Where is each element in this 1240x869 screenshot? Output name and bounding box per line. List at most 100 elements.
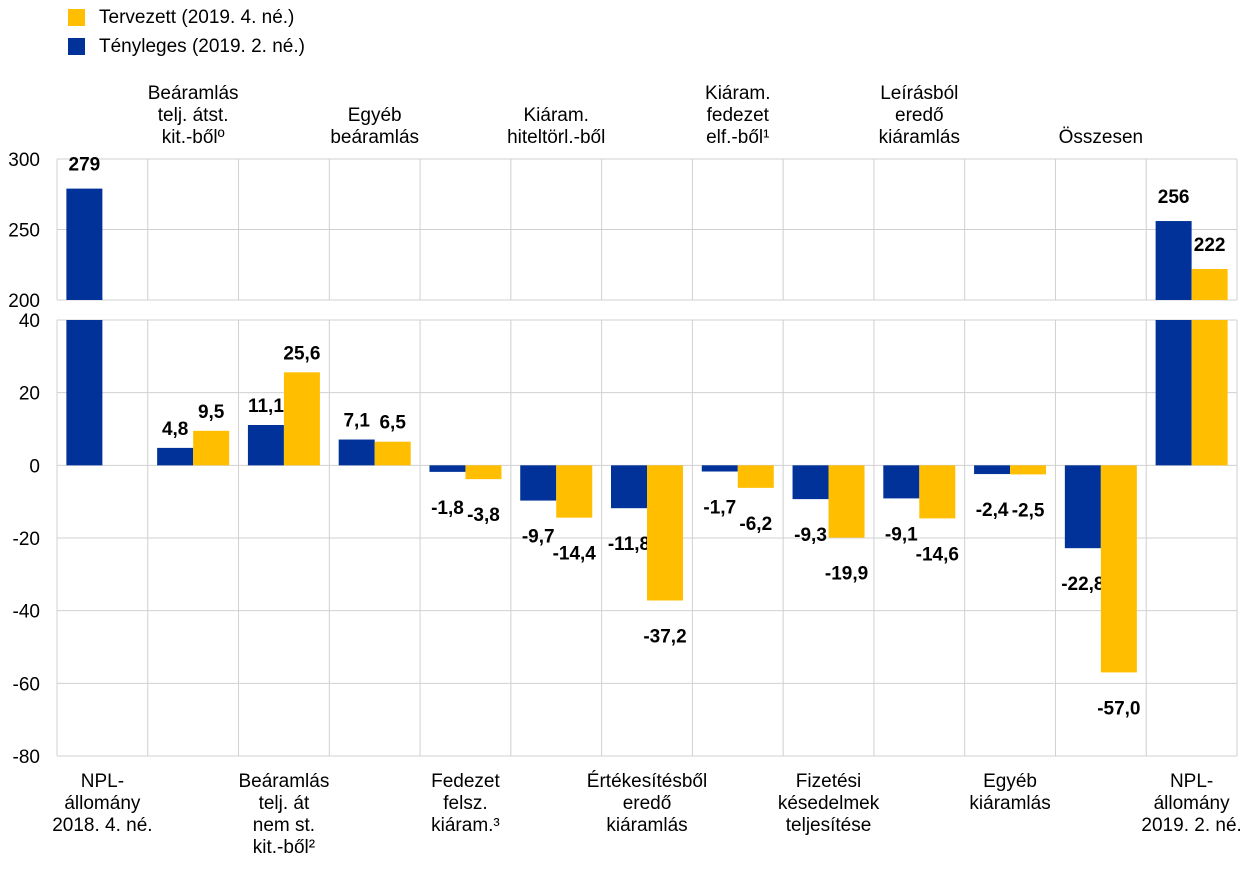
- bar: [974, 465, 1011, 475]
- data-label: -37,2: [643, 626, 686, 647]
- category-label: Beáramlás: [239, 771, 330, 792]
- data-label: -57,0: [1097, 698, 1140, 719]
- bar: [883, 465, 920, 499]
- data-label: 25,6: [283, 343, 320, 364]
- category-label: kit.-bőlº: [162, 127, 225, 148]
- data-label: 11,1: [248, 396, 284, 417]
- category-label: fedezet: [707, 105, 770, 126]
- data-label: -22,8: [1061, 574, 1104, 595]
- bar: [283, 372, 320, 466]
- data-label: -14,6: [916, 544, 959, 565]
- y-tick-label-upper: 300: [8, 150, 40, 171]
- bar: [1010, 465, 1047, 475]
- legend-item-actual: Tényleges (2019. 2. né.): [68, 32, 305, 61]
- data-label: 222: [1194, 235, 1226, 256]
- legend: Tervezett (2019. 4. né.) Tényleges (2019…: [68, 3, 305, 61]
- bar: [701, 465, 738, 472]
- data-label: -6,2: [739, 514, 772, 535]
- bar: [157, 447, 194, 466]
- legend-label-actual: Tényleges (2019. 2. né.): [99, 35, 305, 57]
- category-label: teljesítése: [786, 815, 872, 836]
- category-label: NPL-: [1170, 771, 1213, 792]
- category-label: kiáramlás: [969, 793, 1050, 814]
- bar: [919, 465, 956, 519]
- y-tick-label-upper: 200: [8, 291, 40, 312]
- bar: [556, 465, 593, 518]
- y-tick-label-lower: 0: [29, 456, 40, 477]
- category-label: kiáramlás: [879, 127, 960, 148]
- category-label: 2018. 4. né.: [52, 815, 152, 836]
- category-label: eredő: [623, 793, 672, 814]
- category-label: Fedezet: [431, 771, 500, 792]
- data-label: -9,3: [794, 525, 827, 546]
- data-label: -9,7: [522, 527, 555, 548]
- y-tick-label-lower: -20: [13, 529, 40, 550]
- category-label: Beáramlás: [148, 83, 239, 104]
- data-label: -11,8: [608, 534, 650, 555]
- legend-item-planned: Tervezett (2019. 4. né.): [68, 3, 305, 32]
- bar: [792, 465, 829, 500]
- legend-swatch-planned: [68, 9, 85, 26]
- bar: [737, 465, 774, 488]
- y-tick-label-upper: 250: [8, 221, 40, 242]
- category-label: telj. át: [259, 793, 310, 814]
- bar: [1191, 268, 1228, 300]
- category-label: eredő: [895, 105, 944, 126]
- category-label: Értékesítésből: [587, 771, 707, 792]
- y-tick-label-lower: 20: [19, 384, 40, 405]
- y-tick-label-lower: 40: [19, 311, 40, 332]
- y-tick-label-lower: -40: [13, 602, 40, 623]
- data-label: -19,9: [825, 564, 868, 585]
- category-label: Kiáram.: [523, 105, 588, 126]
- category-label: kit.-ből²: [253, 837, 315, 858]
- bar: [374, 441, 411, 466]
- category-label: Egyéb: [983, 771, 1037, 792]
- category-label: nem st.: [253, 815, 315, 836]
- data-label: 6,5: [379, 413, 406, 434]
- data-label: -3,8: [467, 505, 500, 526]
- category-label: Összesen: [1059, 127, 1143, 148]
- bar: [1155, 320, 1192, 466]
- category-label: 2019. 2. né.: [1141, 815, 1240, 836]
- category-label: Fizetési: [796, 771, 861, 792]
- legend-swatch-actual: [68, 38, 85, 55]
- category-label: kiáramlás: [606, 815, 687, 836]
- category-label: felsz.: [443, 793, 487, 814]
- category-label: késedelmek: [778, 793, 880, 814]
- bar: [66, 320, 103, 466]
- bar: [338, 439, 375, 466]
- bar: [193, 430, 230, 466]
- category-label: elf.-ből¹: [706, 127, 769, 148]
- data-label: -14,4: [553, 544, 597, 565]
- category-label: állomány: [64, 793, 141, 814]
- data-label: 9,5: [198, 402, 225, 423]
- category-label: Leírásból: [880, 83, 958, 104]
- legend-label-planned: Tervezett (2019. 4. né.): [99, 6, 295, 28]
- y-tick-label-lower: -60: [13, 674, 40, 695]
- bar: [66, 188, 103, 300]
- category-label: állomány: [1154, 793, 1231, 814]
- data-label: -2,5: [1012, 500, 1045, 521]
- bar: [1191, 320, 1228, 466]
- data-label: -9,1: [885, 524, 918, 545]
- data-label: -2,4: [976, 500, 1009, 521]
- y-tick-label-lower: -80: [13, 747, 40, 768]
- category-label: kiáram.³: [431, 815, 500, 836]
- bar: [611, 465, 647, 509]
- bar: [247, 425, 284, 466]
- bar: [1064, 465, 1101, 549]
- category-label: telj. átst.: [158, 105, 229, 126]
- data-label: -1,8: [431, 498, 464, 519]
- category-label: hiteltörl.-ből: [507, 127, 605, 148]
- bar: [828, 465, 865, 538]
- data-label: 4,8: [162, 419, 188, 440]
- bar: [520, 465, 557, 501]
- bar: [647, 465, 683, 601]
- category-label: Kiáram.: [705, 83, 770, 104]
- category-label: NPL-: [81, 771, 124, 792]
- bar: [1100, 465, 1137, 673]
- data-label: 279: [69, 155, 101, 176]
- data-label: -1,7: [703, 498, 736, 519]
- category-label: Egyéb: [348, 105, 402, 126]
